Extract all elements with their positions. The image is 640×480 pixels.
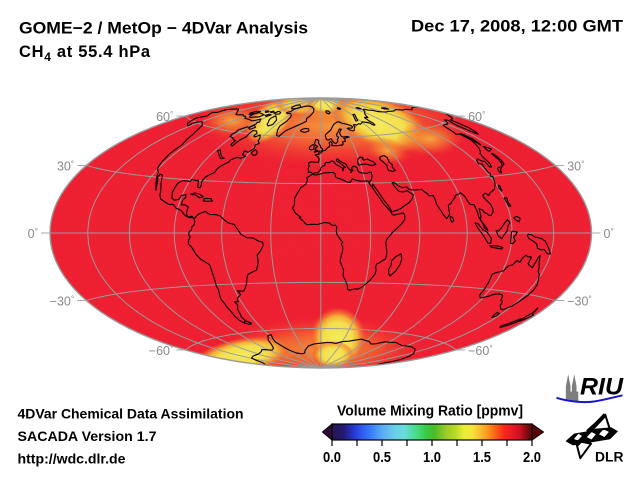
svg-text:0°: 0°	[28, 226, 38, 241]
svg-text:30°: 30°	[57, 159, 74, 174]
svg-text:−30°: −30°	[567, 294, 592, 309]
svg-text:4DVar Chemical Data Assimilati: 4DVar Chemical Data Assimilation	[18, 405, 244, 421]
svg-text:DLR: DLR	[595, 449, 624, 464]
svg-text:60°: 60°	[468, 109, 485, 124]
svg-text:0.5: 0.5	[373, 449, 391, 466]
svg-text:Volume Mixing Ratio [ppmv]: Volume Mixing Ratio [ppmv]	[337, 403, 523, 419]
svg-text:−30°: −30°	[50, 294, 75, 309]
svg-text:GOME−2 / MetOp − 4DVar Analysi: GOME−2 / MetOp − 4DVar Analysis	[19, 19, 308, 37]
svg-text:0°: 0°	[604, 226, 614, 241]
svg-text:CH4 at 55.4 hPa: CH4 at 55.4 hPa	[19, 43, 151, 64]
svg-text:30°: 30°	[567, 159, 584, 174]
svg-text:−60°: −60°	[468, 343, 493, 358]
svg-text:60°: 60°	[156, 109, 173, 124]
svg-text:SACADA Version 1.7: SACADA Version 1.7	[18, 428, 157, 444]
svg-text:Dec 17, 2008, 12:00 GMT: Dec 17, 2008, 12:00 GMT	[411, 17, 623, 35]
svg-text:http://wdc.dlr.de: http://wdc.dlr.de	[18, 450, 126, 466]
svg-text:0.0: 0.0	[323, 449, 341, 466]
svg-text:1.5: 1.5	[473, 449, 491, 466]
svg-text:2.0: 2.0	[523, 449, 541, 466]
svg-text:−60°: −60°	[149, 343, 174, 358]
svg-text:1.0: 1.0	[423, 449, 441, 466]
